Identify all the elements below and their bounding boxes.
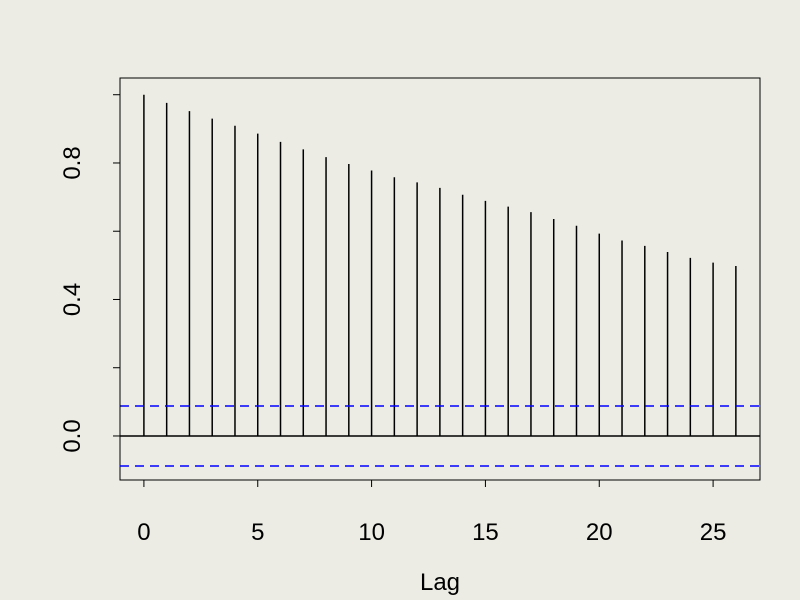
y-tick-label: 0.4 (59, 283, 86, 316)
y-tick-label: 0.8 (59, 146, 86, 179)
x-tick-label: 20 (586, 519, 613, 546)
x-tick-label: 15 (472, 519, 499, 546)
x-tick-label: 0 (137, 519, 150, 546)
y-tick-label: 0.0 (59, 419, 86, 452)
x-tick-label: 25 (700, 519, 727, 546)
x-tick-label: 10 (358, 519, 385, 546)
x-axis-label: Lag (420, 569, 460, 596)
x-tick-label: 5 (251, 519, 264, 546)
